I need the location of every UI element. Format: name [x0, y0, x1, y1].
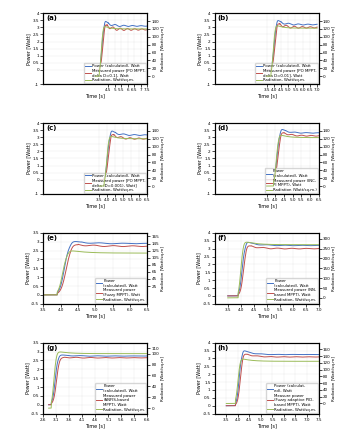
Legend: Power
(calculated), Watt, Measured power
(Fuzzy MPPT), Watt, Radiation, Watt/sq.: Power (calculated), Watt, Measured power…	[95, 278, 147, 303]
Y-axis label: Power [Watt]: Power [Watt]	[196, 362, 201, 394]
Y-axis label: Power [Watt]: Power [Watt]	[26, 143, 31, 174]
Text: (e): (e)	[47, 235, 58, 241]
Legend: Power
(calculated), Watt, Measured power
(ANFIS-based
MPPT), Watt, Radiation, Wa: Power (calculated), Watt, Measured power…	[95, 383, 147, 413]
Text: (a): (a)	[47, 15, 58, 21]
X-axis label: Time [s]: Time [s]	[85, 94, 105, 99]
Legend: Power (calculated), Watt, Measured power [PO MPPT-
delta D=0.1], Watt, Radiation: Power (calculated), Watt, Measured power…	[84, 63, 147, 83]
Y-axis label: Power [Watt]: Power [Watt]	[198, 143, 203, 174]
Y-axis label: Power [Watt]: Power [Watt]	[25, 362, 30, 394]
Y-axis label: Power [Watt]: Power [Watt]	[198, 33, 203, 65]
Text: (d): (d)	[218, 125, 229, 131]
Legend: Power
(calculated), Watt, Measured power (NN-
based MPPT), Watt, Radiation, Watt: Power (calculated), Watt, Measured power…	[266, 278, 318, 303]
Legend: Power (calculated), Watt, Measured power [PO MPPT-
delta (D=0.001), Watt], Radia: Power (calculated), Watt, Measured power…	[84, 172, 147, 193]
X-axis label: Time [s]: Time [s]	[257, 423, 277, 428]
Text: (h): (h)	[218, 345, 229, 351]
Text: (c): (c)	[47, 125, 57, 131]
Text: (g): (g)	[47, 345, 58, 351]
Y-axis label: Radiation [Watt/sq.m]: Radiation [Watt/sq.m]	[332, 136, 336, 181]
Legend: Power
(calculated), Watt, Measured power (INC-
PI MPPT), Watt, Radiation (Watt/s: Power (calculated), Watt, Measured power…	[265, 168, 318, 193]
Y-axis label: Power [Watt]: Power [Watt]	[26, 33, 31, 65]
Y-axis label: Radiation [Watt/sq.m]: Radiation [Watt/sq.m]	[332, 356, 336, 401]
Y-axis label: Radiation [Watt/sq.m]: Radiation [Watt/sq.m]	[161, 356, 165, 401]
Legend: Power (calculat-
ed), Watt, Measure power
(Fuzzy adaptive PID-
based MPPT), Watt: Power (calculat- ed), Watt, Measure powe…	[266, 383, 318, 413]
Y-axis label: Power [Watt]: Power [Watt]	[25, 253, 30, 284]
X-axis label: Time [s]: Time [s]	[257, 94, 277, 99]
X-axis label: Time [s]: Time [s]	[257, 203, 277, 209]
Y-axis label: Radiation [Watt/sq.m]: Radiation [Watt/sq.m]	[332, 246, 336, 291]
X-axis label: Time [s]: Time [s]	[85, 423, 105, 428]
Text: (f): (f)	[218, 235, 227, 241]
Y-axis label: Radiation [Watt/sq.m]: Radiation [Watt/sq.m]	[332, 26, 336, 71]
Y-axis label: Radiation [Watt/sq.m]: Radiation [Watt/sq.m]	[161, 26, 165, 71]
X-axis label: Time [s]: Time [s]	[85, 313, 105, 318]
X-axis label: Time [s]: Time [s]	[85, 203, 105, 209]
Text: (b): (b)	[218, 15, 229, 21]
Y-axis label: Radiation [Watt/sq.m]: Radiation [Watt/sq.m]	[161, 136, 165, 181]
Legend: Power (calculated), Watt, Measured power [PO MPPT-
delta D=0.01], Watt, Radiatio: Power (calculated), Watt, Measured power…	[255, 63, 318, 83]
Y-axis label: Power [Watt]: Power [Watt]	[196, 253, 201, 284]
X-axis label: Time [s]: Time [s]	[257, 313, 277, 318]
Y-axis label: Radiation [Watt/sq.m]: Radiation [Watt/sq.m]	[161, 246, 165, 291]
